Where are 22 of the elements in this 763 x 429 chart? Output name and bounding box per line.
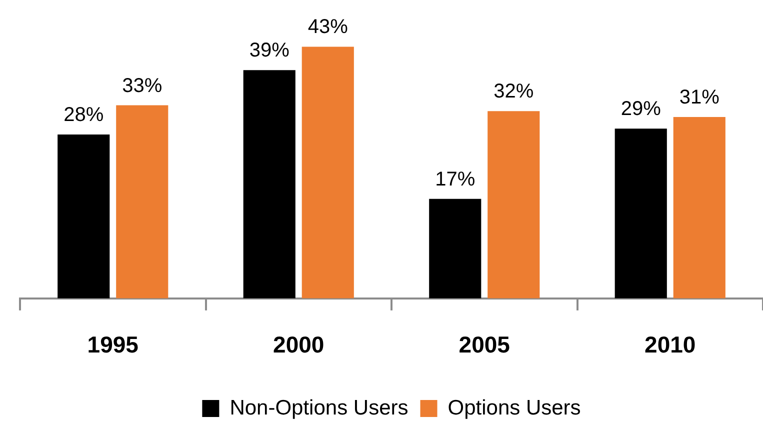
bar (58, 134, 110, 298)
bar (243, 70, 296, 298)
x-tick-label: 1995 (87, 332, 139, 358)
bar (429, 198, 482, 298)
bar (673, 116, 726, 298)
bar (488, 111, 540, 298)
x-tick-label: 2000 (273, 332, 324, 358)
legend-label: Non-Options Users (230, 396, 408, 420)
data-label: 43% (308, 16, 348, 38)
x-tick-label: 2005 (458, 332, 510, 358)
bar (614, 128, 667, 298)
data-label: 31% (679, 86, 720, 108)
data-label: 29% (620, 98, 662, 120)
bar (116, 105, 168, 298)
data-label: 33% (122, 74, 162, 97)
legend-label: Options Users (448, 396, 581, 420)
data-label: 39% (249, 40, 290, 62)
data-label: 32% (494, 80, 534, 103)
data-label: 17% (435, 168, 476, 190)
x-tick-label: 2010 (644, 332, 696, 358)
data-label: 28% (64, 104, 104, 126)
bar (302, 46, 354, 298)
